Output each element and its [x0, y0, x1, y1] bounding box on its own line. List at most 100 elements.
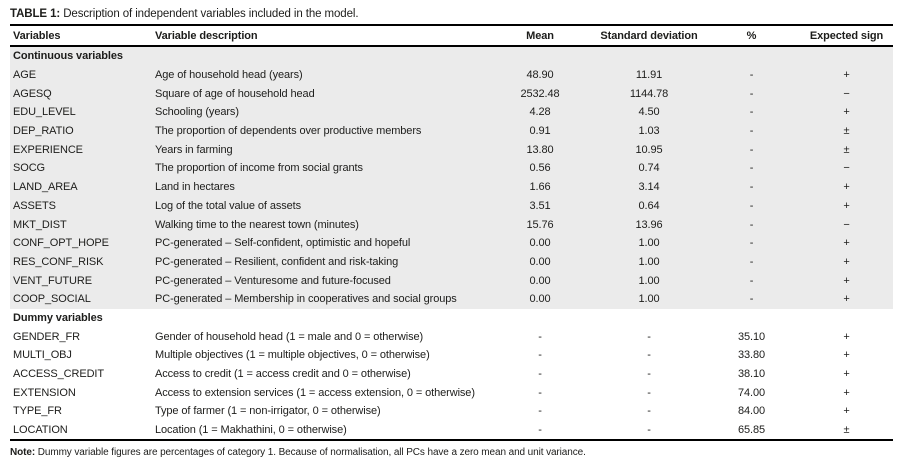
cell-expected-sign: + [843, 255, 850, 268]
cell-percent: - [749, 125, 754, 138]
cell-mean: - [538, 386, 542, 399]
cell-expected-sign: ± [843, 125, 850, 138]
cell-percent: 65.85 [737, 424, 766, 437]
cell-variable: SOCG [13, 162, 45, 175]
cell-expected-sign: − [843, 218, 850, 231]
cell-expected-sign: + [843, 181, 850, 194]
cell-expected-sign: + [843, 386, 850, 399]
table-row: DEP_RATIO The proportion of dependents ov… [10, 121, 893, 141]
table-row: VENT_FUTURE PC-generated – Venturesome an… [10, 271, 893, 290]
cell-std-dev: 1.03 [638, 125, 660, 138]
cell-std-dev: - [647, 386, 651, 399]
cell-variable: AGESQ [13, 87, 52, 100]
cell-mean: 0.91 [529, 125, 551, 138]
table-row: EDU_LEVEL Schooling (years) 4.28 4.50 - + [10, 103, 893, 122]
section-header: Continuous variables [13, 50, 123, 63]
cell-expected-sign: − [843, 87, 850, 100]
cell-variable: TYPE_FR [13, 405, 62, 418]
cell-description: Multiple objectives (1 = multiple object… [155, 349, 430, 362]
cell-variable: LOCATION [13, 424, 68, 437]
cell-expected-sign: ± [843, 143, 850, 156]
cell-expected-sign: + [843, 293, 850, 306]
cell-percent: 74.00 [737, 386, 766, 399]
cell-description: The proportion of income from social gra… [155, 162, 363, 175]
cell-description: Access to credit (1 = access credit and … [155, 368, 411, 381]
cell-description: Location (1 = Makhathini, 0 = otherwise) [155, 424, 347, 437]
cell-expected-sign: + [843, 237, 850, 250]
cell-mean: 2532.48 [520, 87, 560, 100]
cell-percent: 35.10 [737, 330, 766, 343]
table-row: EXPERIENCE Years in farming 13.80 10.95 - ± [10, 140, 893, 160]
cell-description: The proportion of dependents over produc… [155, 125, 422, 138]
cell-expected-sign: + [843, 274, 850, 287]
cell-description: Walking time to the nearest town (minute… [155, 218, 359, 231]
table-row: LAND_AREA Land in hectares 1.66 3.14 - + [10, 177, 893, 197]
cell-variable: COOP_SOCIAL [13, 293, 91, 306]
cell-percent: - [749, 162, 754, 175]
cell-mean: - [538, 405, 542, 418]
section-header: Dummy variables [13, 311, 103, 324]
cell-description: Schooling (years) [155, 106, 239, 119]
col-header-percent: % [746, 29, 757, 42]
cell-description: Square of age of household head [155, 87, 315, 100]
variables-table: Variables Variable description Mean Stan… [10, 24, 893, 442]
cell-std-dev: 4.50 [638, 106, 660, 119]
cell-variable: AGE [13, 69, 36, 82]
cell-expected-sign: ± [843, 424, 850, 437]
cell-variable: VENT_FUTURE [13, 274, 92, 287]
cell-expected-sign: − [843, 162, 850, 175]
cell-percent: - [749, 255, 754, 268]
table-title-label: TABLE 1: [10, 8, 61, 20]
cell-description: Age of household head (years) [155, 69, 303, 82]
cell-percent: - [749, 181, 754, 194]
cell-std-dev: - [647, 405, 651, 418]
cell-std-dev: 1.00 [638, 274, 660, 287]
table-row: COOP_SOCIAL PC-generated – Membership in … [10, 289, 893, 309]
note-text: Dummy variable figures are percentages o… [37, 447, 586, 459]
cell-variable: GENDER_FR [13, 330, 80, 343]
cell-variable: MULTI_OBJ [13, 349, 72, 362]
cell-mean: 15.76 [526, 218, 554, 231]
cell-description: PC-generated – Resilient, confident and … [155, 255, 399, 268]
cell-mean: 0.56 [529, 162, 551, 175]
cell-expected-sign: + [843, 330, 850, 343]
cell-std-dev: 11.91 [635, 69, 663, 82]
cell-percent: - [749, 199, 754, 212]
cell-percent: 38.10 [737, 368, 766, 381]
cell-percent: 33.80 [737, 349, 766, 362]
table-row: TYPE_FR Type of farmer (1 = non-irrigator… [10, 402, 893, 421]
cell-description: Gender of household head (1 = male and 0… [155, 330, 424, 343]
cell-variable: MKT_DIST [13, 218, 67, 231]
note-label: Note: [10, 447, 36, 459]
col-header-variables: Variables [13, 29, 61, 42]
cell-std-dev: 1.00 [638, 237, 660, 250]
cell-std-dev: - [647, 330, 651, 343]
cell-mean: 0.00 [529, 255, 551, 268]
cell-description: Land in hectares [155, 181, 235, 194]
col-header-description: Variable description [155, 29, 258, 42]
table-row: SOCG The proportion of income from social… [10, 159, 893, 178]
table-row: ACCESS_CREDIT Access to credit (1 = acces… [10, 365, 893, 384]
cell-percent: - [749, 69, 754, 82]
cell-expected-sign: + [843, 69, 850, 82]
cell-description: PC-generated – Membership in cooperative… [155, 293, 457, 306]
table-body: Continuous variables AGE Age of household … [10, 46, 893, 440]
cell-percent: - [749, 143, 754, 156]
cell-mean: 0.00 [529, 293, 551, 306]
cell-percent: - [749, 106, 754, 119]
cell-variable: CONF_OPT_HOPE [13, 237, 109, 250]
col-header-std-dev: Standard deviation [600, 29, 698, 42]
cell-description: Log of the total value of assets [155, 199, 302, 212]
section-header-row: Dummy variables [10, 309, 893, 328]
cell-expected-sign: + [843, 368, 850, 381]
cell-std-dev: 1144.78 [629, 87, 669, 100]
cell-std-dev: 10.95 [635, 143, 663, 156]
table-row: MULTI_OBJ Multiple objectives (1 = multip… [10, 346, 893, 365]
table-row: ASSETS Log of the total value of assets 3.… [10, 196, 893, 216]
header-row: Variables Variable description Mean Stan… [10, 25, 893, 46]
cell-variable: ASSETS [13, 199, 56, 212]
col-header-expected-sign: Expected sign [809, 29, 884, 42]
cell-variable: ACCESS_CREDIT [13, 368, 104, 381]
table-title: TABLE 1: Description of independent vari… [10, 7, 893, 22]
